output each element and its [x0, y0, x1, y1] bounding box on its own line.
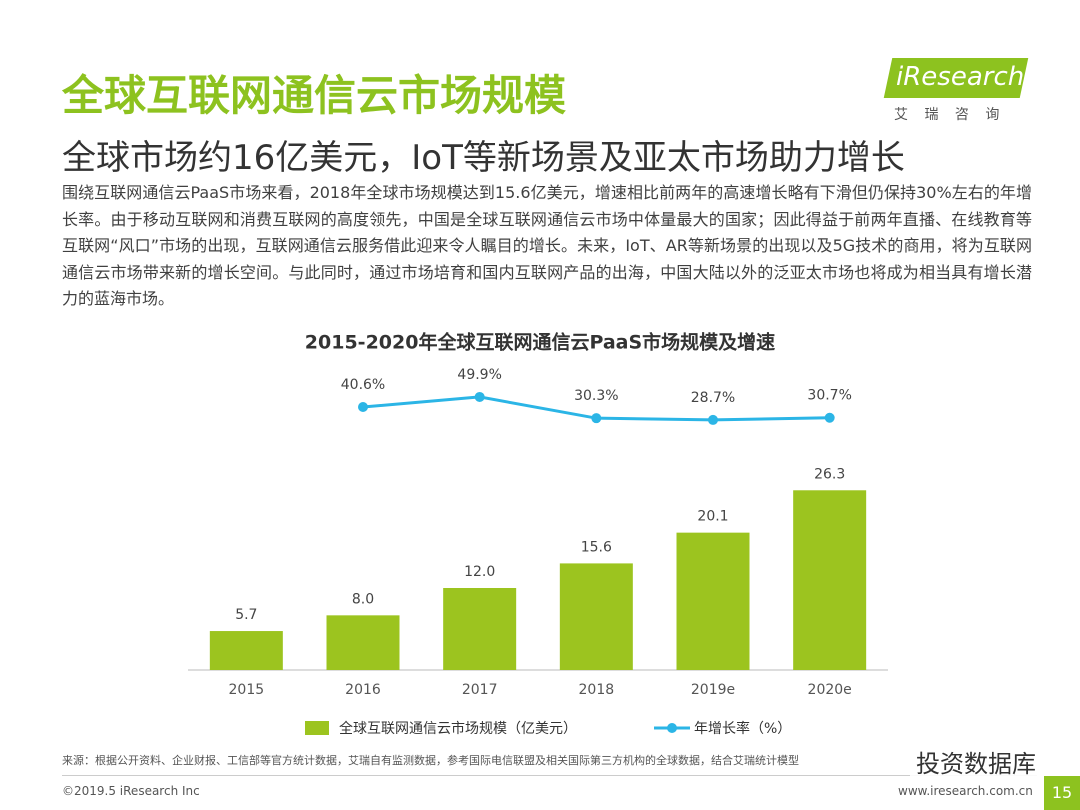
data-label: 30.3% — [574, 388, 618, 404]
line-point — [824, 412, 835, 423]
subtitle: 全球市场约16亿美元，IoT等新场景及亚太市场助力增长 — [62, 138, 905, 178]
line-point — [358, 402, 368, 413]
bar — [559, 563, 633, 670]
bar — [443, 588, 517, 670]
logo: iResearch — [896, 62, 1025, 92]
data-label: 8.0 — [352, 591, 374, 607]
x-tick-label: 2017 — [462, 682, 498, 698]
data-label: 5.7 — [235, 607, 257, 623]
url: www.iresearch.com.cn — [898, 784, 1033, 798]
bar — [209, 631, 283, 670]
paragraph: 围绕互联网通信云PaaS市场来看，2018年全球市场规模达到15.6亿美元，增速… — [62, 183, 1032, 308]
line-point — [708, 414, 718, 425]
legend-label: 全球互联网通信云市场规模（亿美元） — [339, 720, 577, 737]
x-tick-label: 2020e — [808, 682, 852, 698]
legend-label: 年增长率（%） — [694, 720, 791, 737]
x-tick-label: 2016 — [345, 682, 381, 698]
bar — [676, 532, 750, 670]
bar — [326, 615, 400, 670]
page-number: 15 — [1044, 776, 1080, 810]
divider — [62, 775, 1037, 776]
watermark: 投资数据库 — [910, 744, 1042, 779]
x-tick-label: 2019e — [691, 682, 735, 698]
data-label: 40.6% — [341, 377, 385, 393]
source: 来源：根据公开资料、企业财报、工信部等官方统计数据，艾瑞自有监测数据，参考国际电… — [62, 754, 799, 767]
data-label: 49.9% — [457, 367, 501, 383]
data-label: 30.7% — [807, 388, 851, 404]
data-label: 20.1 — [697, 509, 728, 525]
x-tick-label: 2018 — [579, 682, 615, 698]
line-point — [591, 413, 602, 424]
legend-swatch — [305, 721, 329, 735]
data-label: 28.7% — [691, 390, 735, 406]
data-label: 15.6 — [581, 539, 612, 555]
copyright: ©2019.5 iResearch Inc — [62, 784, 200, 798]
x-tick-label: 2015 — [229, 682, 265, 698]
data-label: 12.0 — [464, 564, 495, 580]
line-point — [474, 391, 485, 402]
bar — [793, 490, 867, 670]
title: 全球互联网通信云市场规模 — [62, 71, 567, 120]
data-label: 26.3 — [814, 466, 845, 482]
chart-title: 2015-2020年全球互联网通信云PaaS市场规模及增速 — [305, 331, 775, 354]
logo-subtitle: 艾 瑞 咨 询 — [894, 107, 1006, 123]
legend-swatch — [667, 723, 677, 733]
